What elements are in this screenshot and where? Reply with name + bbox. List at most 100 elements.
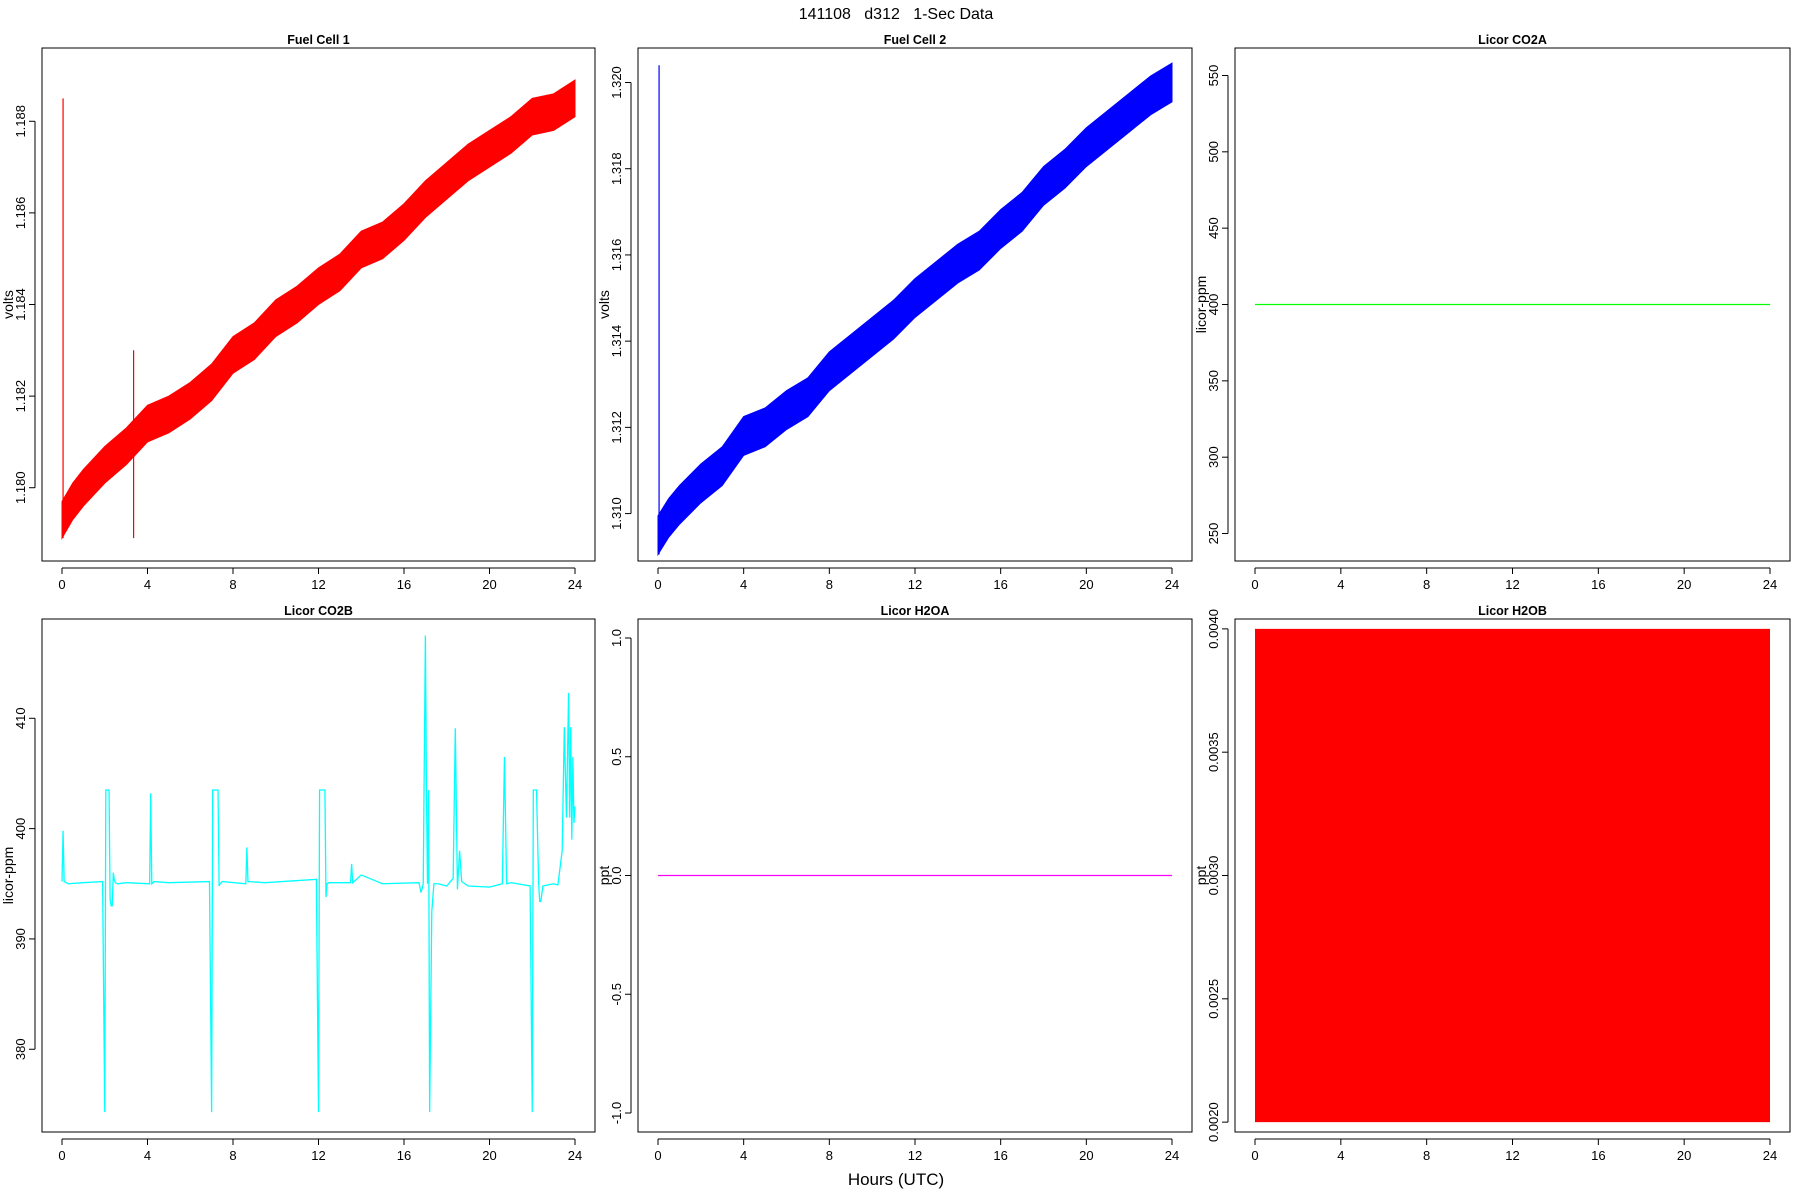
plot-frame [41, 47, 596, 562]
x-tick-label: 0 [1251, 577, 1258, 592]
x-tick-label: 0 [1251, 1148, 1258, 1163]
data-band [657, 62, 1173, 557]
y-tick-label: 250 [1206, 523, 1221, 545]
y-axis-label: volts [0, 290, 16, 319]
x-tick-label: 12 [908, 577, 922, 592]
x-tick-label: 20 [482, 1148, 496, 1163]
plot-frame [637, 47, 1193, 562]
plot-frame [1234, 47, 1791, 562]
panel-title: Fuel Cell 1 [287, 33, 350, 47]
x-tick-label: 0 [58, 1148, 65, 1163]
y-tick-label: 1.0 [609, 629, 624, 647]
x-tick-label: 8 [229, 1148, 236, 1163]
y-tick-label: 0.5 [609, 748, 624, 766]
figure-title: 141108 d312 1-Sec Data [799, 6, 994, 23]
y-tick-label: 1.184 [13, 288, 28, 321]
x-tick-label: 24 [1763, 577, 1777, 592]
x-tick-label: 16 [993, 577, 1007, 592]
y-tick-label: 0.0025 [1206, 979, 1221, 1019]
panel-licor-h2ob: Licor H2OB ppt 0 4 8 12 16 20 24 0.0020 0.0025 0.00… [1193, 604, 1791, 1163]
y-tick-label: 400 [1206, 294, 1221, 316]
y-tick-label: 1.180 [13, 471, 28, 504]
y-tick-label: 1.318 [609, 152, 624, 185]
y-tick-label: -0.5 [609, 983, 624, 1005]
x-tick-label: 12 [1505, 577, 1519, 592]
y-axis-label: ppt [596, 866, 612, 886]
plot-frame [1234, 618, 1791, 1133]
panel-title: Licor CO2A [1478, 33, 1547, 47]
y-axis-label: ppt [1193, 866, 1209, 886]
x-tick-label: 12 [311, 577, 325, 592]
y-tick-label: 0.0030 [1206, 856, 1221, 896]
x-tick-label: 8 [826, 577, 833, 592]
x-tick-label: 20 [1677, 577, 1691, 592]
x-tick-label: 8 [1423, 1148, 1430, 1163]
y-tick-label: -1.0 [609, 1102, 624, 1124]
y-tick-label: 1.182 [13, 380, 28, 413]
plot-frame [637, 618, 1193, 1133]
y-tick-label: 1.186 [13, 197, 28, 230]
x-tick-label: 24 [568, 1148, 582, 1163]
x-tick-label: 4 [144, 1148, 151, 1163]
x-tick-label: 8 [229, 577, 236, 592]
x-tick-label: 12 [311, 1148, 325, 1163]
x-tick-label: 4 [740, 1148, 747, 1163]
y-tick-label: 1.316 [609, 239, 624, 272]
x-tick-label: 12 [1505, 1148, 1519, 1163]
y-tick-label: 1.312 [609, 411, 624, 444]
y-tick-label: 0.0040 [1206, 609, 1221, 649]
y-axis-label: volts [596, 290, 612, 319]
x-tick-label: 16 [397, 1148, 411, 1163]
y-tick-label: 1.188 [13, 105, 28, 138]
x-tick-label: 4 [144, 577, 151, 592]
y-axis-label: licor-ppm [1193, 276, 1209, 334]
y-tick-label: 1.314 [609, 325, 624, 358]
panel-licor-co2b: Licor CO2B licor-ppm 0 4 8 12 16 20 24 380 390 400 4… [0, 604, 596, 1163]
x-tick-label: 16 [397, 577, 411, 592]
x-tick-label: 0 [654, 1148, 661, 1163]
x-tick-label: 24 [1165, 1148, 1179, 1163]
data-fill [1255, 628, 1770, 1123]
y-tick-label: 1.320 [609, 66, 624, 99]
x-axis-label: Hours (UTC) [848, 1170, 944, 1189]
y-tick-label: 0.0020 [1206, 1102, 1221, 1142]
x-tick-label: 16 [1591, 577, 1605, 592]
y-tick-label: 350 [1206, 370, 1221, 392]
x-tick-label: 20 [1079, 1148, 1093, 1163]
y-tick-label: 0.0035 [1206, 732, 1221, 772]
x-tick-label: 20 [482, 577, 496, 592]
panel-licor-h2oa: Licor H2OA ppt 0 4 8 12 16 20 24 -1.0 -0.5 0.0 0.5 1.… [596, 604, 1193, 1163]
y-tick-label: 380 [13, 1038, 28, 1060]
x-tick-label: 24 [1165, 577, 1179, 592]
x-tick-label: 4 [740, 577, 747, 592]
y-tick-label: 500 [1206, 141, 1221, 163]
x-tick-label: 8 [826, 1148, 833, 1163]
x-tick-label: 8 [1423, 577, 1430, 592]
x-tick-label: 16 [993, 1148, 1007, 1163]
panel-title: Licor H2OA [881, 604, 950, 618]
y-tick-label: 300 [1206, 446, 1221, 468]
data-line [61, 635, 576, 1113]
data-band [61, 79, 576, 540]
y-tick-label: 390 [13, 928, 28, 950]
panel-title: Licor CO2B [284, 604, 353, 618]
x-tick-label: 24 [568, 577, 582, 592]
y-tick-label: 1.310 [609, 497, 624, 530]
x-tick-label: 16 [1591, 1148, 1605, 1163]
panel-title: Fuel Cell 2 [884, 33, 947, 47]
panel-title: Licor H2OB [1478, 604, 1547, 618]
x-tick-label: 4 [1337, 577, 1344, 592]
plot-frame [41, 618, 596, 1133]
y-tick-label: 450 [1206, 217, 1221, 239]
x-tick-label: 0 [58, 577, 65, 592]
x-tick-label: 4 [1337, 1148, 1344, 1163]
y-axis-label: licor-ppm [0, 847, 16, 905]
panel-licor-co2a: Licor CO2A licor-ppm 0 4 8 12 16 20 24 250 300 350 4… [1193, 33, 1791, 592]
y-tick-label: 550 [1206, 65, 1221, 87]
x-tick-label: 20 [1079, 577, 1093, 592]
x-tick-label: 0 [654, 577, 661, 592]
y-tick-label: 400 [13, 818, 28, 840]
panel-fuel-cell-1: Fuel Cell 1 volts 0 4 8 12 16 20 24 1.180 1.182 1.1… [0, 33, 596, 592]
y-tick-label: 410 [13, 707, 28, 729]
